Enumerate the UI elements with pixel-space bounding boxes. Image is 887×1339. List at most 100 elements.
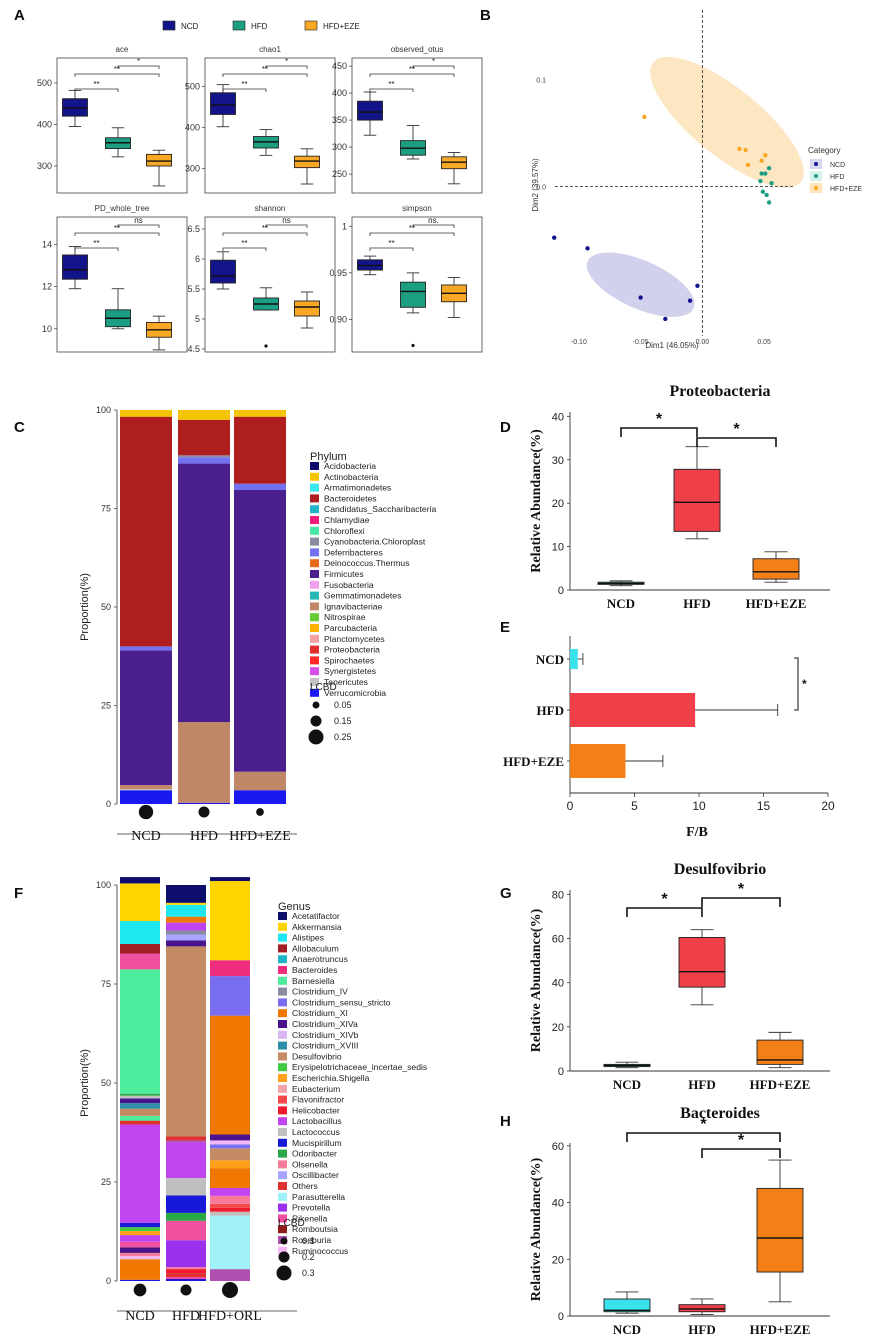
segment-Escherichia.Shigella xyxy=(210,1160,250,1169)
legend-label: Nitrospirae xyxy=(324,612,366,622)
segment-Deferribacteres xyxy=(120,646,172,651)
point-NCD xyxy=(638,295,643,300)
segment-Desulfovibrio xyxy=(166,946,206,1137)
category-label-HFD+EZE: HFD+EZE xyxy=(503,754,564,769)
significance-bracket xyxy=(74,247,119,251)
bar-HFD xyxy=(570,693,696,727)
legend-swatch xyxy=(310,656,319,665)
significance-bracket xyxy=(117,224,160,228)
box-body xyxy=(603,1298,651,1313)
box-body xyxy=(294,300,320,317)
segment-Barnesiella xyxy=(120,969,160,1094)
box-HFD+EZE xyxy=(756,1031,804,1069)
category-label-NCD: NCD xyxy=(125,1309,155,1324)
significance-bracket xyxy=(626,907,703,917)
legend-swatch xyxy=(278,1160,287,1169)
segment-Alistipes xyxy=(166,904,206,917)
legend-swatch xyxy=(278,1203,287,1212)
legend-swatch xyxy=(278,1117,287,1126)
segment-Lactococcus xyxy=(210,1211,250,1216)
legend-label: Olsenella xyxy=(292,1159,328,1169)
lcbd-legend-label: 0.3 xyxy=(302,1268,315,1278)
significance-bracket xyxy=(412,224,455,228)
subplot-title: ace xyxy=(116,45,129,54)
significance-label: ns xyxy=(282,216,290,225)
segment-Bacteroidetes xyxy=(178,419,230,456)
box-body xyxy=(752,558,800,580)
segment-Ruminococcus xyxy=(210,1140,250,1145)
segment-Others xyxy=(166,1273,206,1278)
subplot-title: observed_otus xyxy=(391,45,443,54)
segment-Prevotella xyxy=(166,1240,206,1268)
legend-swatch xyxy=(278,1128,287,1136)
box-body xyxy=(210,92,236,115)
box-body xyxy=(210,259,236,284)
segment-Roseburia xyxy=(166,1140,206,1143)
panelD-box: Proteobacteria 0 10 20 30 40 Relative Abundanc… xyxy=(529,383,830,611)
legend-label: Clostridium_XIVa xyxy=(292,1019,358,1029)
panel-label-D: D xyxy=(500,419,511,436)
subplot-frame xyxy=(204,216,336,353)
significance-bracket xyxy=(701,897,781,907)
box-body xyxy=(62,254,88,280)
segment-Rikenella xyxy=(120,1241,160,1248)
significance-label: * xyxy=(656,411,663,428)
segment-Actinobacteria xyxy=(178,410,230,420)
segment-Ignavibacteriae xyxy=(234,771,286,791)
legend-label: Deferribacteres xyxy=(324,547,383,557)
legend-swatch xyxy=(310,645,319,654)
legend-label: Others xyxy=(292,1181,318,1191)
y-tick-label: 100 xyxy=(96,405,111,415)
y-tick-label: 12 xyxy=(42,282,52,292)
segment-Acetatifactor xyxy=(210,877,250,882)
legend-label: Spirochaetes xyxy=(324,655,374,665)
box-body xyxy=(756,1187,804,1273)
segment-Clostridium_sensu_stricto xyxy=(210,976,250,1016)
point-HFD xyxy=(764,192,769,198)
segment-Clostridium_XI xyxy=(210,1168,250,1188)
legend-swatch xyxy=(278,1052,287,1061)
y-tick-label: 75 xyxy=(101,504,111,514)
y-tick-label: 100 xyxy=(96,880,111,890)
significance-label: ** xyxy=(262,224,268,233)
segment-Lactobacillus xyxy=(120,1124,160,1223)
legend-label: Escherichia.Shigella xyxy=(292,1073,370,1083)
significance-label: * xyxy=(738,881,745,898)
y-axis-label: Proportion(%) xyxy=(79,1049,91,1117)
segment-Others xyxy=(166,1136,206,1141)
segment-Lactobacillus xyxy=(166,922,206,931)
legend-label: Akkermansia xyxy=(292,922,342,932)
subplot-title: simpson xyxy=(402,204,432,213)
legend-label: Deinococcus.Thermus xyxy=(324,558,410,568)
significance-bracket xyxy=(369,73,455,77)
segment-Tenericutes xyxy=(120,789,172,791)
legend-label: Eubacterium xyxy=(292,1084,340,1094)
segment-Lactococcus xyxy=(120,1095,160,1099)
significance-label: ** xyxy=(93,239,99,248)
legend-label-HFD: HFD xyxy=(251,22,268,31)
segment-Lactobacillus xyxy=(210,1187,250,1196)
y-tick-label: 25 xyxy=(101,701,111,711)
legend-label: Chlamydiae xyxy=(324,515,370,525)
y-tick-label: 60 xyxy=(552,934,564,946)
panelG-box: Desulfovibrio 0 20 40 60 80 Relative Abundance… xyxy=(529,861,830,1092)
significance-bracket xyxy=(620,427,698,437)
x-tick-label: 20 xyxy=(821,799,835,813)
segment-Clostridium_XI xyxy=(210,1015,250,1135)
legend-swatch xyxy=(278,1020,287,1028)
legend-swatch xyxy=(278,987,287,996)
x-tick-label: -0.10 xyxy=(571,339,587,346)
box-NCD xyxy=(357,91,383,136)
legend-swatch xyxy=(310,591,319,600)
segment-Odoribacter xyxy=(120,1093,160,1096)
chart-title: Bacteroides xyxy=(680,1105,760,1122)
y-tick-label: 450 xyxy=(332,61,347,71)
panel-label-H: H xyxy=(500,1113,511,1130)
significance-label: * xyxy=(137,57,140,66)
y-axis-label: Relative Abundance(%) xyxy=(529,908,544,1052)
point-HFD+EZE xyxy=(737,146,742,152)
point-HFD xyxy=(766,165,772,171)
point-NCD xyxy=(663,316,668,322)
significance-label: ** xyxy=(388,239,394,248)
